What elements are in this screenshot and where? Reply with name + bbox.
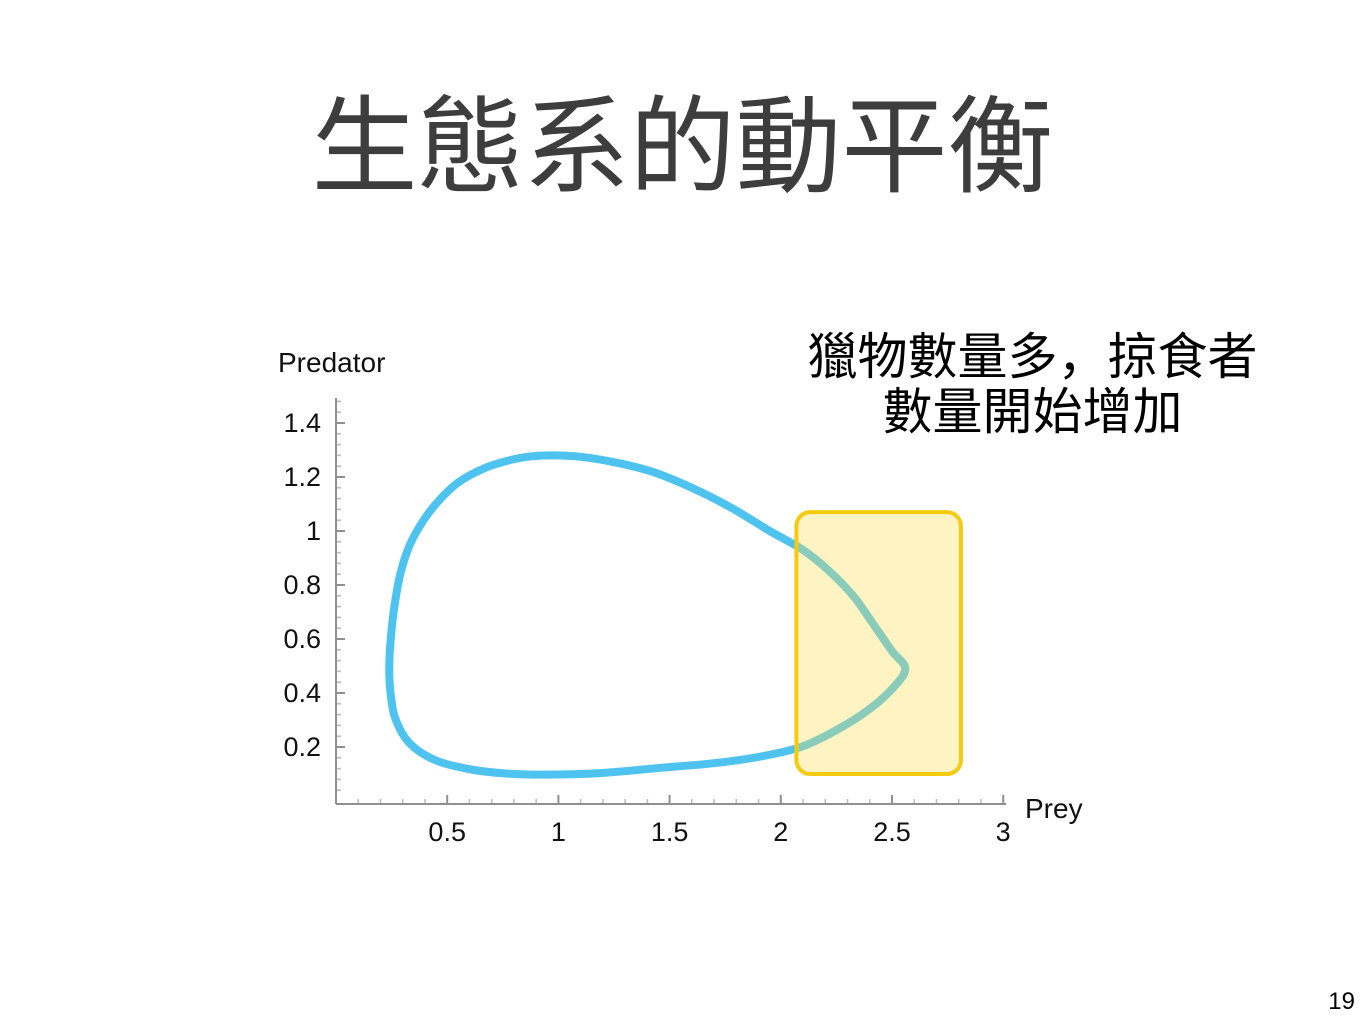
annotation-line-1: 獵物數量多，掠食者: [807, 329, 1258, 385]
annotation-callout: 獵物數量多，掠食者 數量開始增加: [795, 330, 1270, 440]
x-tick-label: 3: [996, 817, 1011, 847]
x-tick-label: 2: [773, 817, 788, 847]
y-tick-label: 0.4: [283, 678, 321, 708]
page-number: 19: [1328, 988, 1355, 1015]
x-tick-label: 1: [551, 817, 566, 847]
annotation-line-2: 數量開始增加: [882, 384, 1183, 440]
y-tick-label: 1: [306, 516, 321, 546]
x-tick-label: 1.5: [651, 817, 689, 847]
y-tick-label: 1.4: [283, 408, 321, 438]
cycle-curve: [385, 451, 910, 779]
y-tick-label: 0.6: [283, 624, 321, 654]
y-tick-label: 0.8: [283, 570, 321, 600]
x-tick-label: 2.5: [873, 817, 911, 847]
y-axis-label: Predator: [278, 347, 385, 378]
x-tick-label: 0.5: [428, 817, 466, 847]
slide-title: 生態系的動平衡: [311, 90, 1054, 207]
x-axis: 0.5 1 1.5 2 2.5 3 Prey: [336, 793, 1083, 847]
highlight-box: [794, 510, 963, 776]
y-axis: 0.2 0.4 0.6 0.8 1 1.2 1.4 Predator: [278, 347, 385, 804]
x-axis-label: Prey: [1025, 793, 1083, 824]
y-tick-label: 1.2: [283, 462, 321, 492]
y-tick-label: 0.2: [283, 732, 321, 762]
